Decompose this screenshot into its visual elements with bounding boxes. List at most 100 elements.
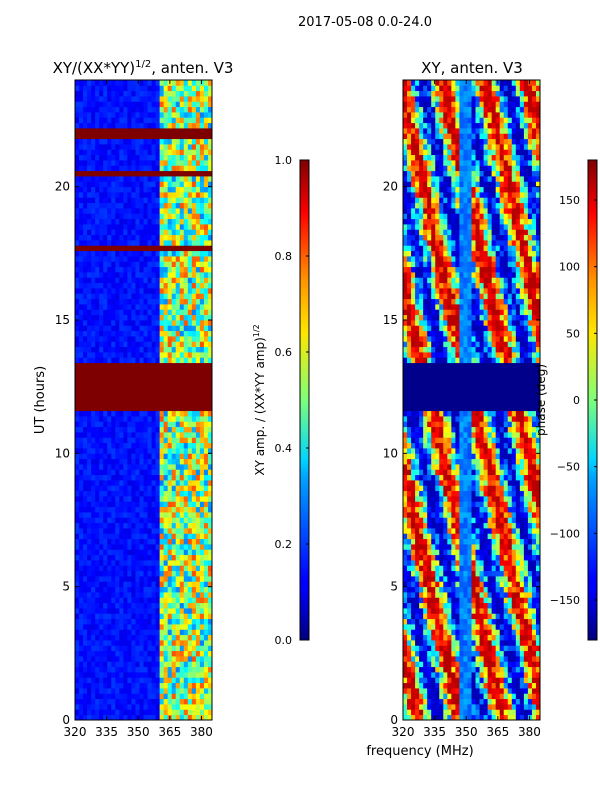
heatmap-cell [131, 464, 136, 470]
heatmap-cell [191, 373, 197, 380]
heatmap-cell [87, 362, 92, 369]
heatmap-cell [163, 256, 169, 262]
heatmap-cell [111, 149, 116, 156]
heatmap-cell [95, 496, 100, 502]
heatmap-cell [475, 693, 480, 700]
heatmap-cell [191, 304, 197, 310]
heatmap-cell [75, 250, 80, 257]
heatmap-cell [119, 160, 124, 166]
heatmap-cell [107, 426, 112, 433]
heatmap-cell [143, 528, 148, 534]
heatmap-cell [199, 154, 205, 161]
heatmap-cell [131, 650, 136, 657]
heatmap-cell [143, 538, 148, 545]
heatmap-cell [83, 165, 88, 172]
heatmap-cell [75, 224, 80, 230]
heatmap-cell [143, 394, 148, 401]
heatmap-cell [159, 714, 165, 721]
heatmap-cell [79, 560, 84, 566]
heatmap-cell [175, 688, 181, 694]
heatmap-cell [159, 666, 165, 673]
heatmap-cell [131, 672, 136, 678]
heatmap-cell [91, 597, 96, 604]
heatmap-cell [203, 325, 209, 332]
heatmap-cell [199, 474, 205, 481]
heatmap-cell [175, 629, 181, 636]
heatmap-cell [103, 565, 108, 572]
heatmap-cell [87, 298, 92, 305]
heatmap-cell [99, 362, 104, 369]
heatmap-cell [207, 544, 213, 550]
heatmap-cell [183, 202, 189, 209]
heatmap-cell [171, 410, 177, 417]
heatmap-cell [147, 352, 152, 358]
heatmap-cell [95, 592, 100, 598]
heatmap-cell [103, 693, 108, 700]
heatmap-cell [503, 629, 509, 636]
heatmap-cell [147, 442, 152, 449]
heatmap-cell [459, 666, 464, 673]
heatmap-cell [171, 432, 177, 438]
heatmap-cell [519, 693, 525, 700]
heatmap-cell [147, 480, 152, 486]
heatmap-cell [199, 106, 205, 113]
heatmap-cell [447, 656, 452, 662]
heatmap-cell [187, 416, 193, 422]
heatmap-cell [91, 208, 96, 214]
heatmap-cell [203, 416, 209, 422]
heatmap-cell [155, 346, 161, 353]
heatmap-cell [131, 186, 136, 193]
heatmap-cell [195, 250, 201, 257]
heatmap-cell [187, 144, 193, 150]
heatmap-cell [163, 138, 169, 145]
heatmap-cell [107, 106, 112, 113]
heatmap-cell [111, 122, 116, 129]
heatmap-cell [131, 272, 136, 278]
heatmap-cell [415, 693, 420, 700]
heatmap-cell [151, 549, 156, 556]
heatmap-cell [135, 213, 140, 220]
heatmap-cell [515, 586, 521, 593]
heatmap-cell [119, 501, 124, 508]
heatmap-cell [179, 602, 185, 609]
heatmap-cell [75, 469, 80, 476]
heatmap-cell [131, 144, 136, 150]
heatmap-cell [447, 661, 452, 668]
heatmap-cell [411, 693, 416, 700]
heatmap-cell [195, 138, 201, 145]
heatmap-cell [139, 490, 144, 497]
heatmap-cell [127, 288, 132, 294]
heatmap-cell [175, 181, 181, 188]
heatmap-cell [195, 682, 201, 689]
heatmap-cell [175, 282, 181, 289]
heatmap-cell [527, 682, 533, 689]
heatmap-cell [115, 309, 120, 316]
heatmap-cell [183, 165, 189, 172]
heatmap-cell [531, 613, 537, 620]
heatmap-cell [95, 117, 100, 124]
heatmap-cell [167, 192, 173, 198]
heatmap-cell [107, 517, 112, 524]
heatmap-cell [171, 421, 177, 428]
heatmap-cell [135, 490, 140, 497]
heatmap-cell [159, 122, 165, 129]
heatmap-cell [83, 506, 88, 513]
heatmap-cell [135, 192, 140, 198]
heatmap-cell [83, 362, 88, 369]
heatmap-cell [479, 698, 484, 705]
heatmap-cell [79, 661, 84, 668]
heatmap-cell [83, 618, 88, 625]
heatmap-cell [455, 672, 460, 678]
heatmap-cell [119, 682, 124, 689]
heatmap-cell [203, 560, 209, 566]
heatmap-cell [187, 96, 193, 102]
heatmap-cell [199, 432, 205, 438]
heatmap-cell [507, 629, 513, 636]
heatmap-cell [143, 698, 148, 705]
heatmap-cell [167, 576, 173, 582]
heatmap-cell [151, 490, 156, 497]
heatmap-cell [83, 656, 88, 662]
heatmap-cell [479, 709, 484, 716]
heatmap-cell [507, 714, 513, 721]
heatmap-cell [207, 373, 213, 380]
